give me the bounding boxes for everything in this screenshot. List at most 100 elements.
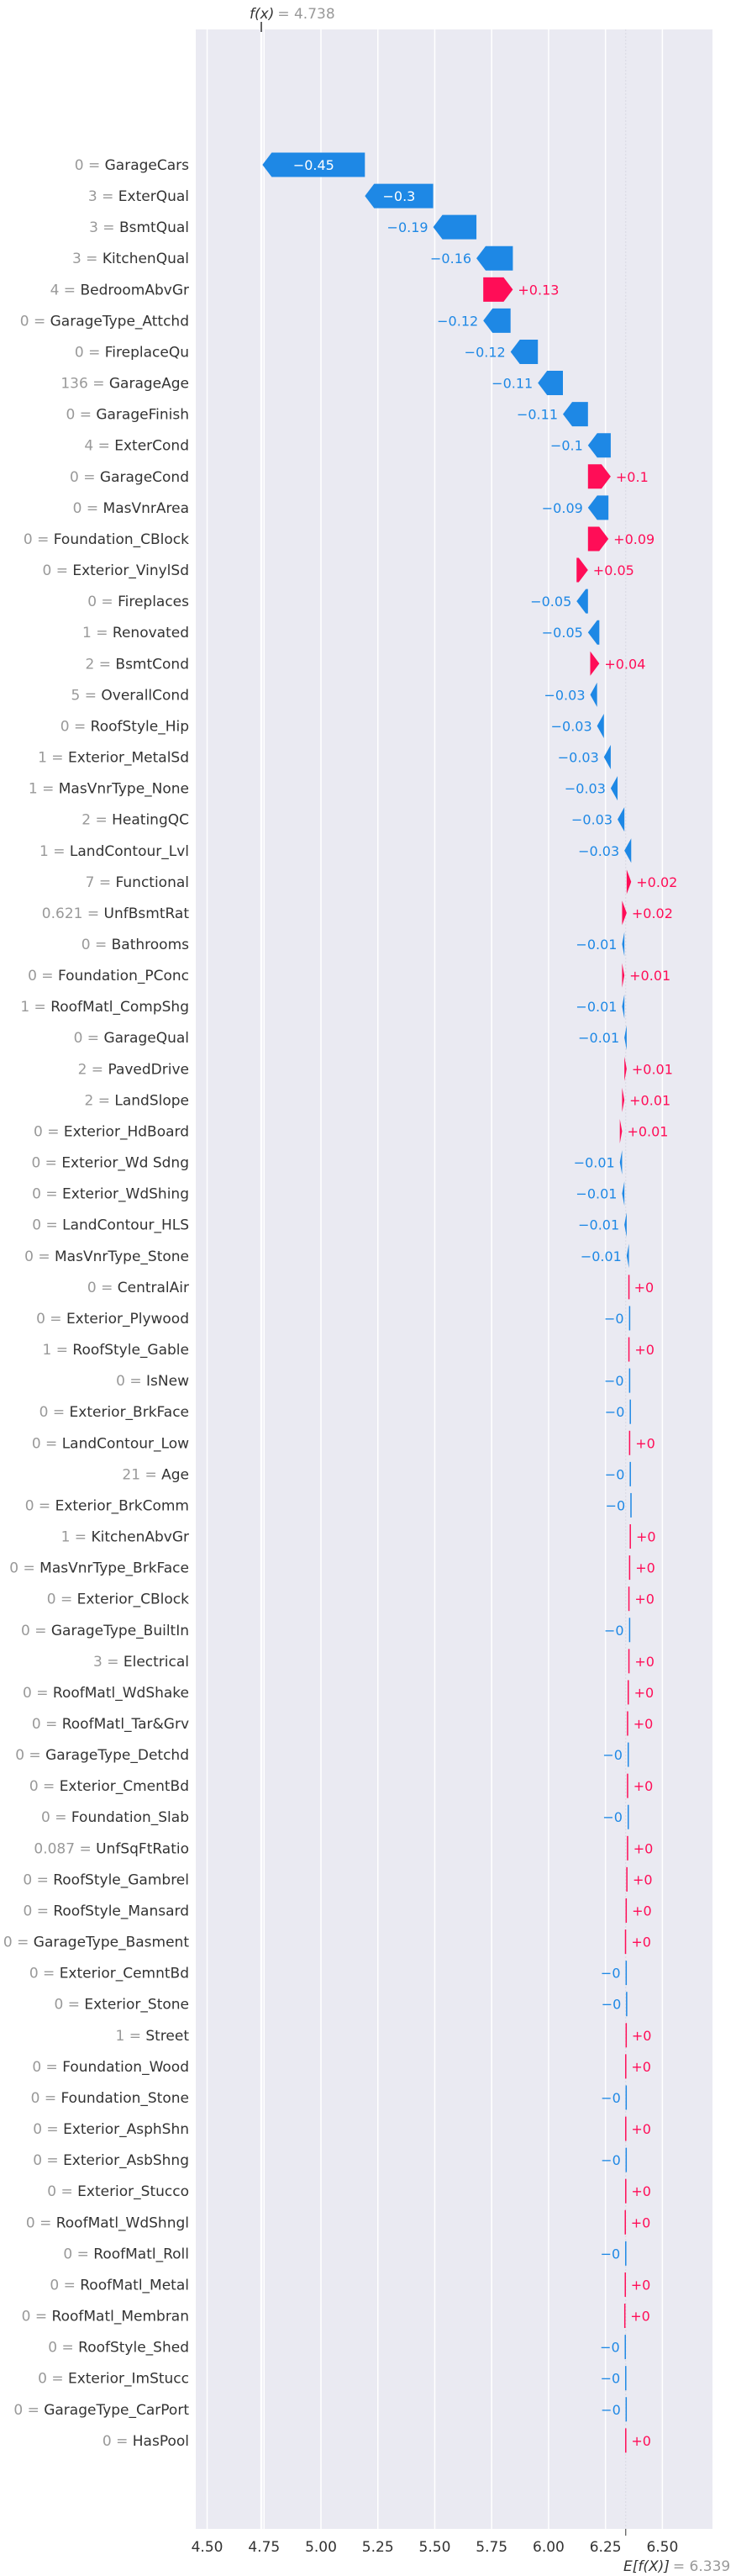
feature-value: 3 = — [89, 219, 119, 236]
feature-value: 0 = — [9, 1560, 39, 1577]
waterfall-bar — [626, 1243, 629, 1269]
feature-label: 3 = BsmtQual — [89, 219, 189, 236]
feature-label: 0 = FireplaceQu — [75, 344, 189, 361]
feature-name: FireplaceQu — [105, 344, 189, 361]
feature-name: Street — [145, 2028, 189, 2045]
feature-name: Exterior_HdBoard — [64, 1123, 189, 1140]
feature-label: 0 = Foundation_PConc — [28, 968, 189, 984]
feature-name: MasVnrType_Stone — [55, 1248, 189, 1265]
bar-value-label: −0 — [602, 1809, 623, 1825]
bar-value-label: −0 — [601, 2090, 621, 2106]
feature-name: RoofMatl_CompShg — [50, 999, 189, 1016]
feature-label: 0 = Exterior_Plywood — [36, 1311, 189, 1328]
bar-value-label: −0.01 — [576, 999, 617, 1015]
feature-name: RoofMatl_Metal — [80, 2277, 189, 2294]
feature-name: GarageType_Detchd — [45, 1747, 189, 1764]
feature-name: Exterior_Wd Sdng — [61, 1155, 189, 1172]
bar-value-label: +0.02 — [636, 874, 677, 890]
feature-value: 0 = — [20, 313, 50, 330]
feature-name: BsmtQual — [119, 219, 189, 236]
feature-value: 1 = — [29, 781, 59, 798]
feature-value: 0 = — [13, 2402, 44, 2419]
waterfall-bar — [622, 932, 625, 957]
feature-value: 0 = — [63, 2246, 93, 2262]
feature-value: 5 = — [71, 687, 102, 704]
feature-name: Exterior_CemntBd — [60, 1966, 189, 1982]
feature-value: 0 = — [47, 2183, 77, 2200]
feature-value: 0 = — [29, 1966, 60, 1982]
bar-value-label: −0.11 — [517, 407, 558, 423]
feature-label: 0 = Foundation_CBlock — [24, 531, 189, 548]
waterfall-bar — [483, 277, 513, 302]
feature-value: 0.621 = — [42, 905, 104, 922]
waterfall-bar — [365, 183, 434, 209]
feature-label: 0 = Exterior_CBlock — [47, 1592, 189, 1608]
feature-label: 0 = Exterior_HdBoard — [34, 1123, 189, 1140]
feature-value: 136 = — [60, 376, 109, 393]
feature-name: HeatingQC — [112, 812, 189, 829]
bar-value-label: −0.03 — [558, 750, 599, 766]
feature-value: 0 = — [116, 1373, 146, 1390]
feature-label: 0 = LandContour_Low — [32, 1435, 189, 1452]
waterfall-bar — [563, 402, 588, 427]
feature-value: 4 = — [84, 438, 114, 455]
feature-name: Exterior_Plywood — [66, 1311, 189, 1328]
bar-value-label: +0 — [631, 2214, 651, 2230]
bar-value-label: −0 — [601, 2246, 621, 2262]
feature-label: 0 = RoofMatl_Metal — [50, 2277, 189, 2294]
bar-value-label: −0 — [605, 1404, 625, 1420]
feature-label: 0 = Exterior_Stucco — [47, 2183, 189, 2200]
waterfall-bar — [624, 838, 632, 863]
feature-label: 0 = LandContour_HLS — [32, 1217, 189, 1234]
bar-value-label: +0 — [632, 1903, 652, 1919]
feature-value: 1 = — [38, 750, 68, 767]
feature-name: IsNew — [146, 1373, 189, 1390]
feature-value: 2 = — [78, 1061, 108, 1078]
feature-label: 0 = Exterior_VinylSd — [42, 562, 189, 579]
feature-label: 136 = GarageAge — [60, 376, 189, 393]
feature-name: MasVnrType_BrkFace — [39, 1560, 189, 1577]
feature-label: 0 = Exterior_Stone — [55, 1997, 190, 2014]
feature-label: 4 = BedroomAbvGr — [50, 282, 189, 298]
bar-value-label: −0.03 — [544, 687, 585, 703]
feature-name: Electrical — [124, 1654, 189, 1671]
feature-label: 1 = LandContour_Lvl — [39, 843, 189, 860]
feature-name: LandSlope — [114, 1092, 189, 1109]
bar-value-label: −0.01 — [576, 1186, 617, 1202]
feature-name: Exterior_WdShing — [62, 1186, 189, 1203]
bar-value-label: +0 — [633, 1871, 653, 1887]
bar-value-label: −0.03 — [565, 781, 606, 797]
waterfall-bar — [618, 807, 625, 832]
feature-name: CentralAir — [118, 1280, 189, 1296]
feature-label: 0 = RoofStyle_Gambrel — [23, 1871, 189, 1888]
feature-label: 1 = Renovated — [82, 625, 189, 641]
waterfall-bar — [587, 620, 600, 645]
feature-label: 0 = MasVnrArea — [73, 500, 189, 517]
bar-value-label: +0.02 — [632, 905, 673, 921]
feature-label: 0 = GarageQual — [74, 1030, 189, 1047]
bar-value-label: −0.12 — [437, 313, 478, 329]
feature-value: 0 = — [22, 2309, 52, 2325]
feature-value: 3 = — [93, 1654, 124, 1671]
feature-value: 0 = — [31, 2090, 61, 2107]
feature-label: 0 = GarageCond — [70, 469, 189, 486]
feature-label: 0 = Exterior_BrkFace — [39, 1404, 189, 1421]
expected-symbol: E[f(X)] — [623, 2558, 670, 2575]
feature-name: GarageFinish — [96, 407, 189, 424]
feature-label: 3 = ExterQual — [88, 188, 189, 205]
x-tick-label: 5.75 — [476, 2539, 507, 2556]
feature-label: 0.621 = UnfBsmtRat — [42, 905, 190, 922]
bar-value-label: +0.05 — [593, 562, 634, 578]
feature-label: 0 = RoofMatl_Membran — [22, 2309, 189, 2325]
feature-value: 0 = — [31, 1155, 61, 1172]
fx-symbol: f(x) — [250, 6, 274, 23]
waterfall-bar — [476, 245, 513, 271]
feature-value: 0 = — [41, 1809, 71, 1826]
waterfall-bar — [622, 1087, 625, 1112]
feature-value: 7 = — [86, 874, 116, 891]
feature-name: OverallCond — [101, 687, 189, 704]
feature-label: 2 = LandSlope — [85, 1092, 190, 1109]
waterfall-bar — [603, 745, 611, 770]
feature-label: 3 = Electrical — [93, 1654, 189, 1671]
bar-value-label: −0.1 — [550, 438, 583, 454]
